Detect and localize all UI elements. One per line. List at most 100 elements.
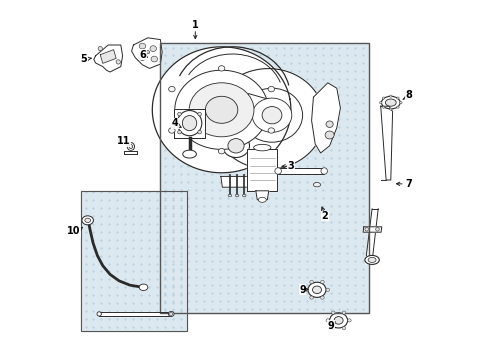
Ellipse shape [397,97,399,99]
Ellipse shape [139,284,148,291]
Ellipse shape [262,107,282,124]
Text: 1: 1 [192,20,199,30]
Ellipse shape [228,194,232,197]
Ellipse shape [127,143,134,150]
Bar [160,43,369,313]
Ellipse shape [381,96,400,109]
Ellipse shape [342,311,346,314]
Polygon shape [152,47,291,173]
Ellipse shape [183,150,196,158]
Ellipse shape [268,128,274,133]
Ellipse shape [182,116,197,131]
Ellipse shape [150,46,156,51]
Ellipse shape [169,128,175,133]
Polygon shape [124,151,137,154]
Ellipse shape [365,228,368,231]
Ellipse shape [382,97,385,99]
Ellipse shape [326,319,330,322]
Ellipse shape [242,88,303,142]
Ellipse shape [243,194,246,197]
Text: 9: 9 [327,321,334,331]
Ellipse shape [98,46,102,51]
Ellipse shape [258,197,266,202]
Ellipse shape [400,102,402,104]
Polygon shape [213,69,324,169]
Text: 11: 11 [117,136,130,146]
Ellipse shape [368,257,376,262]
Text: 7: 7 [406,179,413,189]
Polygon shape [381,106,392,180]
Ellipse shape [219,149,225,154]
Polygon shape [174,109,205,138]
Ellipse shape [321,168,327,174]
Ellipse shape [235,194,239,197]
Ellipse shape [178,112,181,116]
Polygon shape [221,176,251,187]
Text: 4: 4 [172,118,178,128]
Ellipse shape [151,56,157,62]
Ellipse shape [347,319,351,322]
Ellipse shape [175,70,269,149]
Ellipse shape [268,86,274,92]
Ellipse shape [228,139,244,153]
Ellipse shape [382,106,385,108]
Text: 6: 6 [140,50,147,60]
Ellipse shape [205,96,238,123]
Ellipse shape [314,183,320,187]
Ellipse shape [379,102,382,104]
Ellipse shape [325,131,334,139]
Polygon shape [160,43,369,313]
Ellipse shape [129,145,133,148]
Ellipse shape [116,60,121,64]
Text: 5: 5 [81,54,87,64]
Ellipse shape [313,286,321,294]
Polygon shape [367,209,378,265]
Polygon shape [363,227,382,232]
Ellipse shape [330,313,347,328]
Ellipse shape [178,130,181,134]
Polygon shape [247,149,277,191]
Polygon shape [278,168,324,174]
Text: 8: 8 [406,90,413,100]
Ellipse shape [342,327,346,330]
Polygon shape [81,191,187,331]
Ellipse shape [331,327,335,330]
Ellipse shape [169,311,174,316]
Text: 10: 10 [67,226,81,236]
Ellipse shape [390,95,392,97]
Ellipse shape [386,99,396,106]
Ellipse shape [326,288,330,292]
Ellipse shape [310,296,314,299]
Ellipse shape [85,218,91,222]
Ellipse shape [304,288,308,292]
Polygon shape [372,180,386,209]
Ellipse shape [198,112,201,116]
Ellipse shape [310,280,314,284]
Ellipse shape [308,282,326,297]
Ellipse shape [275,168,281,174]
Ellipse shape [222,134,249,158]
Ellipse shape [189,83,254,137]
Ellipse shape [170,312,173,315]
Ellipse shape [252,98,292,132]
Ellipse shape [397,106,399,108]
Ellipse shape [146,50,149,54]
Ellipse shape [376,228,379,231]
Ellipse shape [82,216,94,225]
Ellipse shape [139,55,146,60]
Ellipse shape [254,144,271,151]
Polygon shape [245,94,274,122]
Ellipse shape [169,86,175,92]
Ellipse shape [365,256,379,264]
Polygon shape [94,45,122,72]
Ellipse shape [331,311,335,314]
Polygon shape [312,83,341,153]
Text: 3: 3 [287,161,294,171]
Ellipse shape [334,317,343,324]
Ellipse shape [320,280,324,284]
Bar [81,191,187,331]
Polygon shape [100,50,116,63]
Text: 2: 2 [321,211,328,221]
Polygon shape [132,38,162,68]
Ellipse shape [97,312,101,316]
